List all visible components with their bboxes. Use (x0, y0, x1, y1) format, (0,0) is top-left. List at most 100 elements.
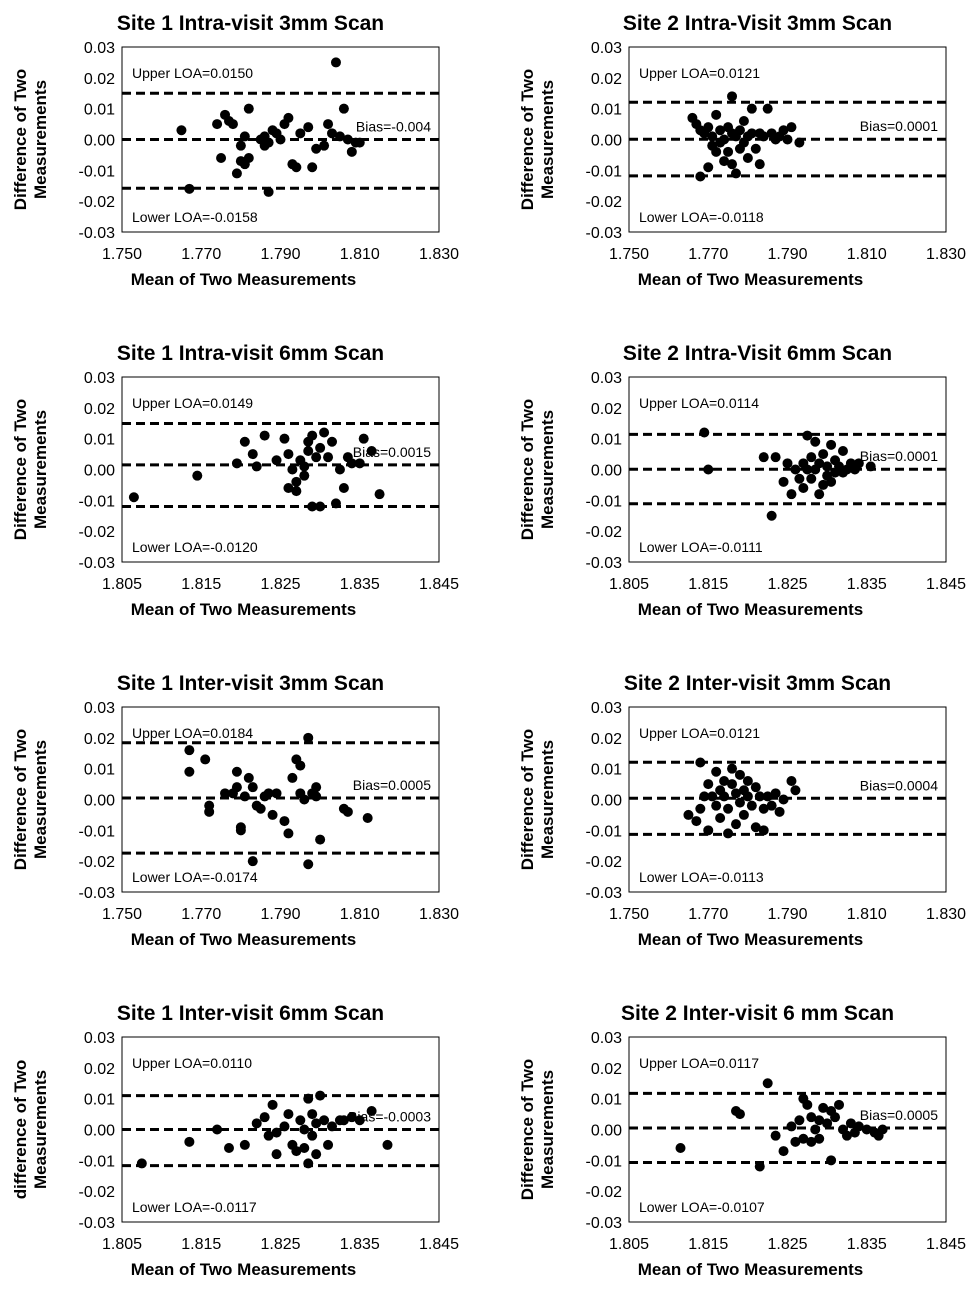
data-point (192, 470, 203, 481)
data-point (877, 1124, 888, 1135)
data-point (212, 1124, 223, 1135)
data-point (184, 745, 195, 756)
x-tick-label: 1.770 (688, 246, 728, 263)
data-point (703, 825, 714, 836)
y-axis-label-line2: Measurements (31, 410, 50, 529)
data-point (231, 168, 242, 179)
data-point (136, 1158, 147, 1169)
data-point (275, 134, 286, 145)
data-point (327, 1121, 338, 1132)
data-point (742, 791, 753, 802)
data-point (810, 436, 821, 447)
data-point (200, 754, 211, 765)
y-tick-label: -0.02 (586, 1184, 623, 1201)
data-point (806, 1136, 817, 1147)
lower-loa-label: Lower LOA=-0.0174 (132, 869, 258, 885)
data-point (746, 103, 757, 114)
data-point (711, 109, 722, 120)
x-tick-label: 1.830 (926, 906, 966, 923)
bland-altman-chart: Site 1 Intra-visit 3mm Scan 0.03 0.02 0.01 0… (0, 0, 467, 300)
data-point (865, 461, 876, 472)
data-point (299, 1143, 310, 1153)
plot-frame (121, 376, 440, 563)
data-point (730, 168, 741, 179)
chart-title: Site 1 Inter-visit 6mm Scan (117, 1002, 384, 1025)
x-tick-label: 1.770 (181, 246, 221, 263)
data-point (184, 183, 195, 194)
bland-altman-chart: Site 2 Inter-visit 3mm Scan 0.03 0.02 0.01 0… (507, 660, 974, 960)
data-point (299, 794, 310, 805)
data-point (267, 809, 278, 820)
data-point (830, 1112, 841, 1123)
data-point (338, 103, 349, 114)
data-point (750, 782, 761, 793)
data-point (853, 458, 864, 469)
data-point (311, 1118, 322, 1129)
data-point (303, 446, 314, 456)
data-point (746, 800, 757, 811)
data-point (730, 788, 741, 799)
data-point (691, 816, 702, 827)
data-point (307, 430, 318, 441)
data-point (220, 788, 231, 799)
data-point (271, 1149, 282, 1160)
data-point (758, 452, 769, 463)
bias-label: Bias=0.0015 (353, 444, 431, 460)
data-point (366, 446, 377, 456)
y-tick-label: -0.01 (79, 163, 116, 180)
bias-label: Bias=0.0004 (860, 777, 938, 793)
chart-title: Site 2 Inter-visit 6 mm Scan (621, 1002, 894, 1025)
data-point (778, 1146, 789, 1157)
y-tick-label: 0.03 (591, 700, 622, 717)
bias-label: Bias=-0.004 (356, 119, 431, 135)
x-tick-label: 1.835 (340, 1236, 380, 1253)
y-axis-label-line2: Measurements (538, 410, 557, 529)
data-point (247, 856, 258, 867)
x-tick-label: 1.805 (102, 576, 142, 593)
data-point (319, 427, 330, 438)
data-point (814, 489, 825, 500)
y-tick-label: -0.01 (586, 493, 623, 510)
x-tick-label: 1.830 (926, 246, 966, 263)
data-point (703, 779, 714, 790)
data-point (315, 1090, 326, 1101)
y-tick-label: -0.02 (586, 524, 623, 541)
data-point (311, 452, 322, 463)
data-point (259, 1112, 270, 1123)
data-point (338, 483, 349, 493)
data-point (346, 458, 357, 469)
data-point (806, 452, 817, 463)
y-tick-label: 0.03 (591, 1030, 622, 1047)
y-tick-label: 0.03 (84, 1030, 115, 1047)
data-point (227, 119, 238, 130)
y-tick-label: 0.01 (84, 1092, 115, 1109)
plot-frame (121, 706, 440, 893)
data-point (719, 156, 730, 167)
data-point (723, 803, 734, 814)
y-tick-label: 0.03 (84, 700, 115, 717)
y-tick-label: -0.01 (79, 823, 116, 840)
data-point (774, 806, 785, 817)
x-tick-label: 1.750 (609, 246, 649, 263)
data-point (307, 1130, 318, 1141)
y-tick-label: 0.00 (84, 463, 115, 480)
y-axis-label-line2: Measurements (31, 1070, 50, 1189)
data-point (758, 825, 769, 836)
data-point (845, 1118, 856, 1129)
bland-altman-chart: Site 1 Inter-visit 3mm Scan 0.03 0.02 0.01 0… (0, 660, 467, 960)
data-point (723, 828, 734, 839)
data-point (235, 140, 246, 151)
data-point (251, 1118, 262, 1129)
data-point (806, 473, 817, 484)
data-point (853, 1121, 864, 1132)
data-point (683, 809, 694, 820)
x-tick-label: 1.750 (609, 906, 649, 923)
data-point (283, 828, 294, 839)
y-tick-label: -0.01 (586, 823, 623, 840)
y-tick-label: 0.02 (84, 1061, 115, 1078)
data-point (766, 800, 777, 811)
x-tick-label: 1.750 (102, 906, 142, 923)
data-point (346, 1112, 357, 1123)
data-point (794, 473, 805, 484)
data-point (223, 1143, 234, 1153)
